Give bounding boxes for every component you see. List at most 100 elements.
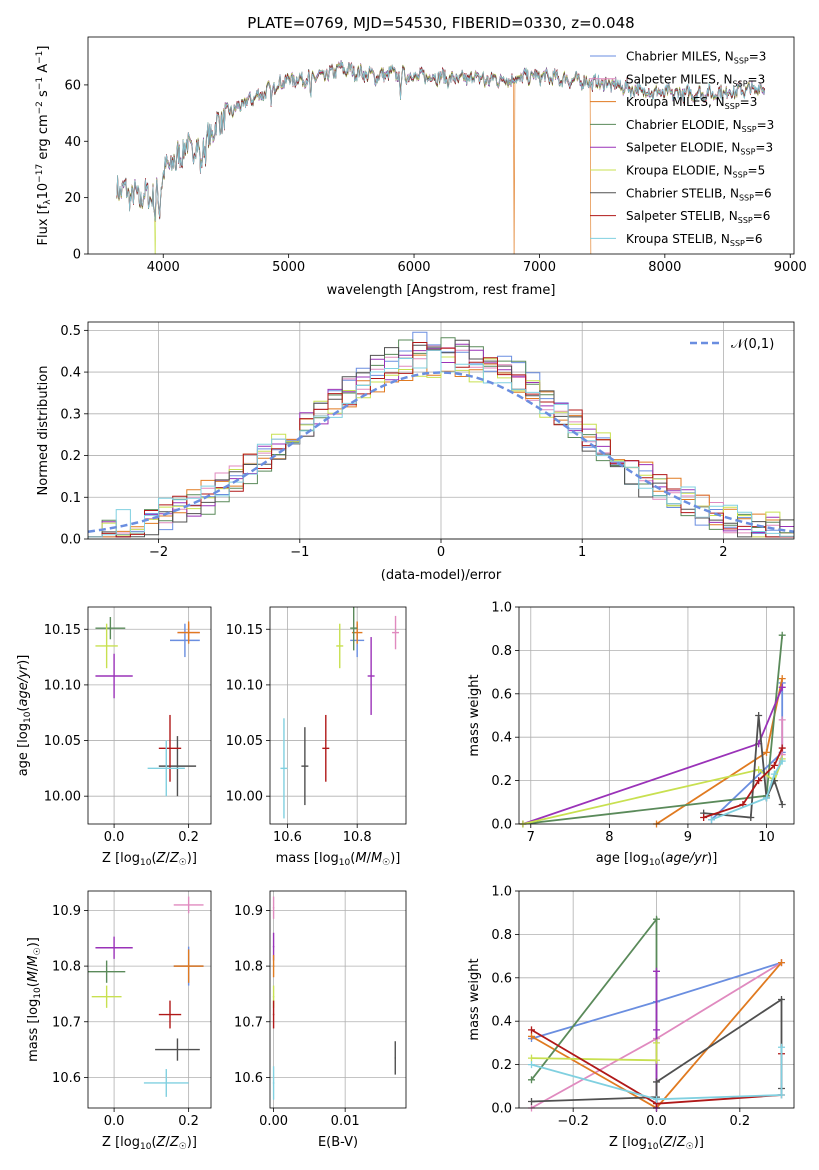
chart-title: PLATE=0769, MJD=54530, FIBERID=0330, z=0… (247, 14, 634, 32)
y-tick-label: 0.6 (491, 971, 512, 986)
y-axis-label: Normed distribution (36, 366, 51, 496)
x-tick-label: −2 (149, 545, 168, 560)
axes-mass_vs_ebv: 0.00 0.01 10.6 10.7 10.8 10.9 (234, 890, 407, 1129)
axes-frame (87, 321, 795, 540)
axes-age_vs_z: 0.0 0.2 10.00 10.05 10.10 10.15 (44, 606, 212, 845)
x-axis-label: age [log10(age/yr)] (596, 851, 718, 868)
x-tick-label: 0.2 (178, 830, 199, 845)
x-tick-label: 10.6 (273, 830, 302, 845)
y-tick-label: 10.00 (44, 790, 81, 805)
axes-spectrum: 4000 5000 6000 7000 8000 9000 0 20 40 60 (64, 36, 807, 275)
spectrum-line-kroupa-stelib (116, 61, 766, 222)
legend-label-kroupa-elodie: Kroupa ELODIE, NSSP=5 (626, 164, 765, 180)
weight-marker-kroupa-stelib (778, 1091, 785, 1099)
weight-marker-kroupa-stelib (778, 1043, 785, 1051)
y-tick-label: 0.2 (491, 1058, 512, 1073)
axes-frame (87, 890, 212, 1109)
x-tick-label: 0.00 (259, 1114, 288, 1129)
y-tick-label: 0.6 (491, 687, 512, 702)
x-tick-label: 1 (578, 545, 586, 560)
y-tick-label: 10.05 (226, 734, 263, 749)
x-tick-label: 8000 (648, 260, 681, 275)
weight-marker-kroupa-miles (528, 1032, 535, 1040)
weight-line-kroupa-elodie (522, 758, 784, 824)
y-tick-label: 10.8 (234, 960, 263, 975)
weight-marker-kroupa-stelib (763, 794, 770, 802)
x-tick-label: 4000 (147, 260, 180, 275)
weight-line-chabrier-stelib (703, 715, 784, 819)
y-tick-label: 10.6 (234, 1071, 263, 1086)
legend-label-salpeter-elodie: Salpeter ELODIE, NSSP=3 (626, 141, 773, 157)
weight-marker-salpeter-miles (778, 716, 786, 724)
y-tick-label: 10.05 (44, 734, 81, 749)
weight-line-kroupa-miles (531, 962, 783, 1108)
y-tick-label: 10.9 (52, 904, 81, 919)
normal-curve (87, 371, 795, 533)
x-axis-label: mass [log10(M/M☉)] (276, 851, 401, 868)
weight-marker-chabrier-elodie (528, 1076, 535, 1084)
weight-marker-salpeter-stelib (770, 761, 778, 769)
weight-marker-kroupa-stelib (653, 1095, 660, 1103)
y-tick-label: 20 (64, 191, 81, 206)
weight-marker-salpeter-stelib (700, 813, 708, 821)
legend-label-chabrier-stelib: Chabrier STELIB, NSSP=6 (626, 186, 772, 202)
weight-marker-salpeter-stelib (755, 777, 763, 785)
weight-marker-salpeter-elodie (653, 967, 660, 975)
y-tick-label: 0.0 (491, 1102, 512, 1117)
legend-label-kroupa-stelib: Kroupa STELIB, NSSP=6 (626, 232, 763, 248)
x-tick-label: 0.0 (104, 1114, 125, 1129)
y-tick-label: 10.10 (44, 678, 81, 693)
y-tick-label: 10.15 (44, 623, 81, 638)
weight-marker-chabrier-stelib (778, 800, 786, 808)
weight-line-kroupa-stelib (711, 760, 783, 821)
y-tick-label: 10.6 (52, 1071, 81, 1086)
axes-weight_vs_age: 7 8 9 10 0.0 0.2 0.4 0.6 0.8 1.0 (491, 601, 795, 845)
weight-line-chabrier-elodie (522, 635, 784, 824)
weight-marker-chabrier-elodie (653, 915, 660, 923)
weight-line-kroupa-elodie (531, 1042, 658, 1062)
weight-marker-kroupa-miles (763, 748, 770, 756)
x-tick-label: 0.2 (178, 1114, 199, 1129)
x-tick-label: 0.0 (646, 1114, 667, 1129)
weight-marker-kroupa-miles (778, 675, 786, 683)
legend-label-salpeter-miles: Salpeter MILES, NSSP=3 (626, 72, 765, 88)
x-axis-label: Z [log10(Z/Z☉)] (609, 1135, 704, 1152)
y-tick-label: 0.3 (60, 407, 81, 422)
y-tick-label: 10.8 (52, 960, 81, 975)
x-tick-label: 7 (527, 830, 535, 845)
y-tick-label: 0 (73, 248, 81, 263)
y-tick-label: 1.0 (491, 601, 512, 616)
y-tick-label: 0.0 (491, 818, 512, 833)
axes-frame (269, 606, 407, 825)
y-tick-label: 0.2 (60, 449, 81, 464)
x-tick-label: 0.0 (104, 830, 125, 845)
weight-marker-salpeter-elodie (778, 683, 786, 691)
y-axis-label: Flux [fλ10−17 erg cm−2 s−1 A−1] (35, 46, 53, 246)
x-tick-label: 0.01 (331, 1114, 360, 1129)
weight-line-kroupa-miles (656, 678, 784, 824)
x-tick-label: −1 (290, 545, 309, 560)
axes-residuals: −2 −1 0 1 2 0.0 0.1 0.2 0.3 0.4 0.5 (60, 321, 795, 560)
y-tick-label: 0.8 (491, 644, 512, 659)
weight-marker-chabrier-elodie (778, 631, 786, 639)
x-tick-label: 8 (605, 830, 613, 845)
weight-marker-kroupa-stelib (708, 816, 715, 824)
y-tick-label: 10.9 (234, 904, 263, 919)
y-axis-label: mass weight (467, 958, 482, 1040)
x-axis-label: Z [log10(Z/Z☉)] (102, 1135, 197, 1152)
weight-marker-kroupa-stelib (528, 1061, 535, 1069)
x-tick-label: 10 (758, 830, 775, 845)
x-tick-label: 6000 (397, 260, 430, 275)
weight-marker-chabrier-stelib (528, 1097, 535, 1105)
x-tick-label: 0 (437, 545, 445, 560)
weight-marker-kroupa-elodie (755, 766, 763, 774)
y-tick-label: 60 (64, 78, 81, 93)
legend-label-normal: 𝒩(0,1) (731, 337, 774, 352)
weight-marker-salpeter-elodie (653, 1026, 660, 1034)
weight-marker-kroupa-miles (778, 959, 785, 967)
weight-marker-salpeter-stelib (528, 1026, 535, 1034)
x-tick-label: −0.2 (557, 1114, 589, 1129)
axes-age_vs_mass: 10.6 10.8 10.00 10.05 10.10 10.15 (226, 606, 407, 845)
x-tick-label: 10.8 (343, 830, 372, 845)
